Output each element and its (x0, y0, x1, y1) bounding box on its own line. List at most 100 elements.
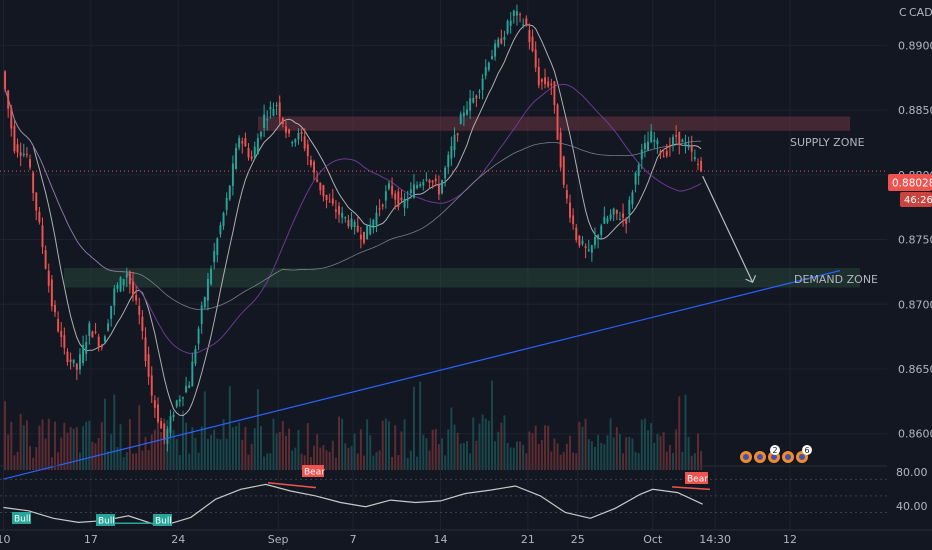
x-tick-label: 21 (521, 533, 535, 546)
candle-body (269, 107, 272, 110)
volume-bar (503, 415, 506, 470)
candle-body (587, 249, 590, 251)
candle-body (260, 131, 262, 137)
volume-bar (506, 443, 509, 470)
candle-body (363, 231, 365, 243)
volume-bar (403, 419, 406, 470)
volume-bar (113, 394, 116, 470)
candle-body (219, 225, 222, 235)
volume-bar (16, 451, 19, 470)
candle-body (194, 348, 197, 364)
currency-label[interactable]: CAD (909, 6, 932, 19)
candle-body (384, 191, 387, 201)
candle-body (378, 208, 381, 210)
flag-center (743, 454, 749, 460)
candle-body (500, 38, 503, 44)
countdown-tag (900, 192, 932, 207)
event-count-text: 2 (772, 446, 777, 455)
candle-body (331, 198, 334, 204)
volume-bar (481, 414, 484, 470)
flag-center (799, 454, 805, 460)
volume-bar (453, 424, 456, 470)
volume-bar (103, 398, 106, 470)
volume-bar (431, 429, 434, 470)
volume-bar (41, 419, 44, 470)
candle-body (434, 178, 437, 182)
volume-bar (216, 438, 219, 470)
x-tick-label: Oct (643, 533, 663, 546)
volume-bar (575, 453, 578, 470)
volume-bar (450, 407, 453, 470)
x-tick-label: 10 (0, 533, 10, 546)
drawings[interactable] (0, 170, 887, 480)
candle-body (113, 288, 116, 306)
candle-body (132, 281, 134, 295)
volume-bar (44, 438, 47, 470)
candle-body (497, 39, 500, 47)
volume-bar (125, 452, 128, 470)
volume-bar (581, 426, 584, 470)
volume-bar (600, 442, 603, 470)
candle-body (456, 133, 459, 136)
volume-bar (469, 453, 472, 470)
candle-body (643, 143, 646, 150)
candle-body (615, 209, 618, 214)
volume-bar (447, 429, 450, 470)
volume-bar (569, 435, 571, 470)
mode-glyph[interactable]: C (899, 6, 907, 19)
demand-zone-label[interactable]: DEMAND ZONE (794, 273, 878, 286)
candle-body (534, 49, 537, 68)
candle-body (569, 202, 571, 218)
volume-bar (597, 434, 600, 470)
volume-bar (231, 427, 234, 470)
candle-body (509, 20, 512, 26)
volume-bar (384, 418, 387, 470)
grid-lines (0, 0, 887, 530)
candle-body (491, 56, 493, 60)
candle-body (572, 215, 575, 225)
candle-body (275, 105, 278, 107)
candle-body (178, 399, 181, 402)
candle-body (447, 154, 450, 168)
y-tick-label: 0.87500 (898, 234, 932, 247)
candle-body (559, 132, 562, 168)
candle-body (128, 271, 131, 285)
volume-bar (116, 447, 119, 470)
svg-text:Bull: Bull (14, 515, 31, 525)
volume-bar (459, 443, 462, 470)
volume-bar (675, 429, 678, 470)
candle-body (590, 245, 593, 253)
volume-bar (19, 413, 22, 470)
volume-bar (88, 420, 91, 470)
candle-body (603, 216, 606, 224)
candle-body (372, 219, 375, 229)
candle-body (281, 117, 284, 125)
supply-zone-label[interactable]: SUPPLY ZONE (790, 136, 865, 149)
zones (64, 116, 860, 288)
volume-bar (487, 420, 490, 470)
volume-bar (684, 394, 687, 470)
volume-bar (297, 430, 300, 470)
candle-body (157, 404, 159, 422)
candle-body (188, 385, 191, 388)
candle-body (222, 212, 225, 226)
candle-body (419, 184, 422, 187)
candle-body (266, 119, 269, 121)
candle-body (309, 159, 312, 166)
candle-body (628, 200, 631, 215)
candle-body (197, 328, 200, 344)
volume-bar (32, 457, 35, 470)
candles[interactable] (4, 4, 703, 452)
y-tick-label: 0.89000 (898, 39, 932, 52)
volume-bar (241, 439, 244, 470)
trendline (3, 270, 841, 480)
candle-body (359, 234, 362, 240)
countdown-value: 46:26 (904, 195, 932, 206)
y-tick-label: 0.86000 (898, 428, 932, 441)
volume-bar (472, 417, 475, 470)
candle-body (575, 227, 578, 240)
candle-body (75, 363, 78, 370)
